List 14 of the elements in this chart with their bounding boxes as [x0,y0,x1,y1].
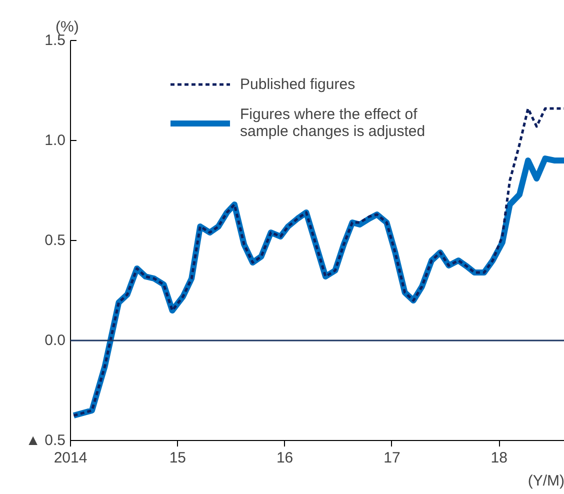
legend-label: Figures where the effect of sample changes is adjusted [240,106,426,140]
x-axis-title: (Y/M) [528,472,564,490]
x-tick-label: 15 [169,450,186,466]
legend-label: Published figures [240,76,356,92]
line-series [72,107,564,417]
y-tick-label: ▲ 0.5 [26,432,66,449]
y-tick-label: 0.0 [44,332,66,349]
y-tick-label: 1.0 [44,132,66,149]
x-tick-label: 17 [384,450,400,466]
y-axis-title: (%) [56,18,79,36]
x-tick-label: 16 [276,450,294,466]
y-tick-label: 0.5 [44,232,66,249]
x-tick-label: 2014 [54,450,88,466]
x-tick-label: 18 [490,450,508,466]
